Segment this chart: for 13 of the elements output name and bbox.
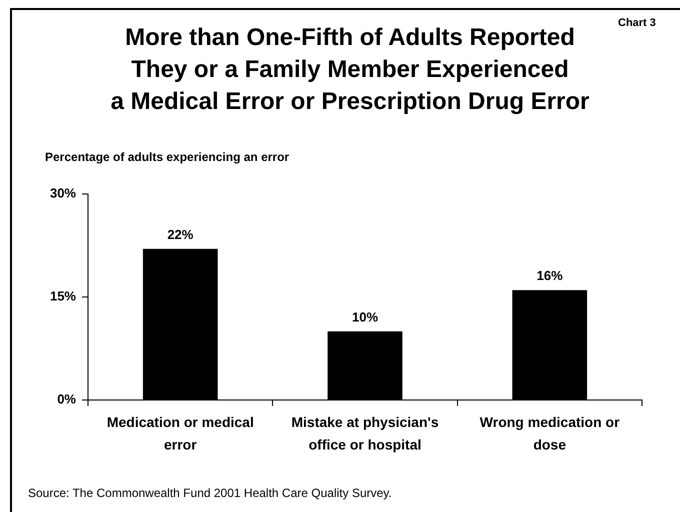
caption: Chart 3 xyxy=(618,17,656,29)
data-label: 22% xyxy=(167,227,194,242)
chart-title: More than One-Fifth of Adults Reported They or a Family Member Experienced a Medical Error or Prescription Drug Error xyxy=(110,24,590,115)
source-note: Source: The Commonwealth Fund 2001 Health Care Quality Survey. xyxy=(28,486,392,500)
y-tick-label: 15% xyxy=(50,288,76,304)
y-tick-label: 30% xyxy=(50,186,76,201)
y-tick-label: 0% xyxy=(57,392,76,407)
x-tick-label: Wrong medication or dose xyxy=(480,414,620,452)
y-axis-title: Percentage of adults experiencing an error xyxy=(45,150,290,164)
x-tick-label: Medication or medical error xyxy=(106,414,254,452)
data-label: 10% xyxy=(352,309,378,324)
x-tick-label: Mistake at physician's office or hospital xyxy=(291,414,439,452)
data-label: 16% xyxy=(536,268,564,284)
